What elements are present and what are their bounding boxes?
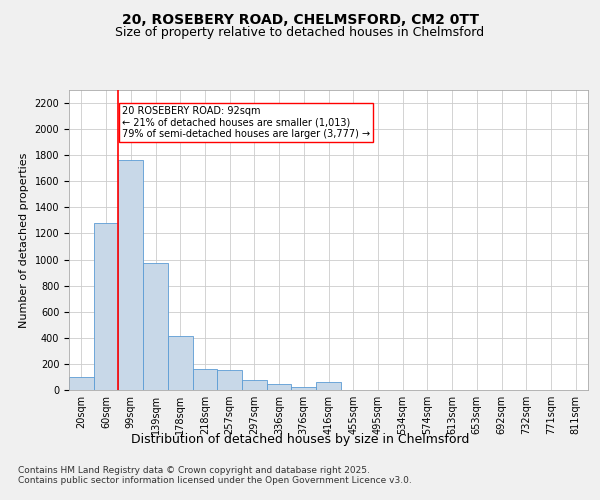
Bar [94, 223, 118, 390]
Text: Distribution of detached houses by size in Chelmsford: Distribution of detached houses by size … [131, 432, 469, 446]
Bar [69, 377, 94, 390]
Bar [143, 263, 168, 390]
Bar [292, 386, 316, 390]
Bar [118, 160, 143, 390]
Bar [267, 384, 292, 390]
Bar [316, 382, 341, 390]
Bar [217, 370, 242, 390]
Text: 20, ROSEBERY ROAD, CHELMSFORD, CM2 0TT: 20, ROSEBERY ROAD, CHELMSFORD, CM2 0TT [121, 12, 479, 26]
Text: Contains HM Land Registry data © Crown copyright and database right 2025.: Contains HM Land Registry data © Crown c… [18, 466, 370, 475]
Text: 20 ROSEBERY ROAD: 92sqm
← 21% of detached houses are smaller (1,013)
79% of semi: 20 ROSEBERY ROAD: 92sqm ← 21% of detache… [122, 106, 370, 139]
Bar [193, 369, 217, 390]
Y-axis label: Number of detached properties: Number of detached properties [19, 152, 29, 328]
Text: Contains public sector information licensed under the Open Government Licence v3: Contains public sector information licen… [18, 476, 412, 485]
Text: Size of property relative to detached houses in Chelmsford: Size of property relative to detached ho… [115, 26, 485, 39]
Bar [242, 380, 267, 390]
Bar [168, 336, 193, 390]
